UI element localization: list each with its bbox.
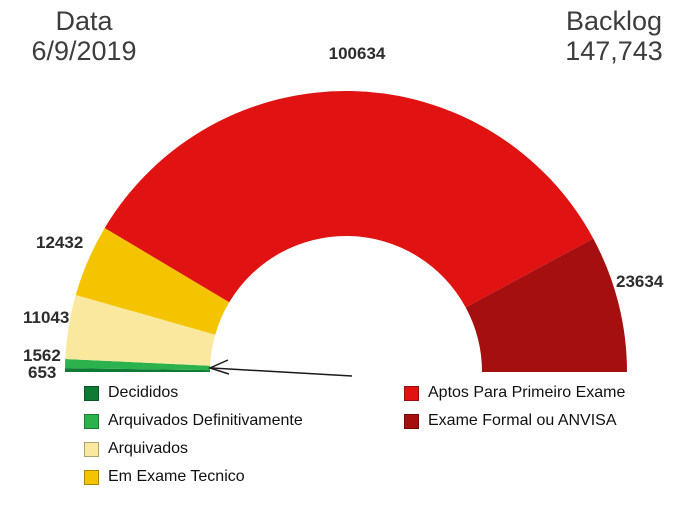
backlog-label: Backlog <box>565 6 663 36</box>
value-label-decididos: 653 <box>28 363 57 382</box>
chart-segments <box>65 90 627 372</box>
legend-label-decididos: Decididos <box>108 384 179 401</box>
legend-item-em-exame-tecnico: Em Exame Tecnico <box>84 463 303 491</box>
legend-swatch-decididos <box>84 385 99 401</box>
legend-item-exame-formal-ou-anvisa: Exame Formal ou ANVISA <box>404 407 625 435</box>
legend-swatch-aptos-para-primeiro-exame <box>404 385 419 401</box>
segment-aptos-para-primeiro-exame <box>104 90 594 308</box>
value-label-aptos-para-primeiro-exame: 100634 <box>328 44 386 63</box>
legend-item-aptos-para-primeiro-exame: Aptos Para Primeiro Exame <box>404 379 625 407</box>
legend-item-arquivados: Arquivados <box>84 435 303 463</box>
chart-legend: Decididos Arquivados Definitivamente Arq… <box>0 379 688 499</box>
date-label: Data <box>55 6 113 36</box>
legend-swatch-em-exame-tecnico <box>84 469 99 485</box>
legend-swatch-arquivados-definitivamente <box>84 413 99 429</box>
legend-item-arquivados-definitivamente: Arquivados Definitivamente <box>84 407 303 435</box>
legend-column-left: Decididos Arquivados Definitivamente Arq… <box>84 379 303 491</box>
legend-label-arquivados-definitivamente: Arquivados Definitivamente <box>108 412 303 429</box>
value-label-arquivados: 11043 <box>23 308 70 327</box>
value-label-exame-formal-ou-anvisa: 23634 <box>616 272 664 291</box>
legend-column-right: Aptos Para Primeiro Exame Exame Formal o… <box>404 379 625 435</box>
segment-decididos <box>65 368 211 372</box>
legend-swatch-arquivados <box>84 441 99 457</box>
value-label-em-exame-tecnico: 12432 <box>36 233 84 252</box>
legend-label-em-exame-tecnico: Em Exame Tecnico <box>108 468 245 485</box>
legend-item-decididos: Decididos <box>84 379 303 407</box>
legend-swatch-exame-formal-ou-anvisa <box>404 413 419 429</box>
backlog-value: 147,743 <box>565 36 663 66</box>
backlog-block: Backlog 147,743 <box>544 6 684 66</box>
segment-em-exame-tecnico <box>75 227 230 335</box>
date-block: Data 6/9/2019 <box>14 6 154 66</box>
legend-label-exame-formal-ou-anvisa: Exame Formal ou ANVISA <box>428 412 617 429</box>
segment-arquivados-definitivamente <box>65 358 211 371</box>
date-value: 6/9/2019 <box>31 36 137 66</box>
annotation-arrow <box>207 359 353 377</box>
segment-exame-formal-ou-anvisa <box>465 238 627 372</box>
segment-arquivados <box>65 294 216 366</box>
legend-label-aptos-para-primeiro-exame: Aptos Para Primeiro Exame <box>428 384 626 401</box>
legend-label-arquivados: Arquivados <box>108 440 189 457</box>
value-label-arquivados-definitivamente: 1562 <box>23 346 61 365</box>
